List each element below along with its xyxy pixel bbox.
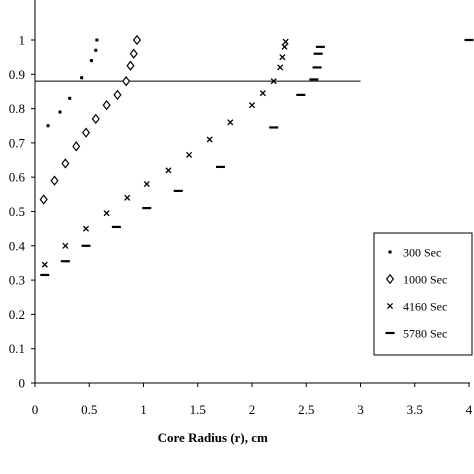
series-dot	[46, 38, 99, 128]
data-point	[126, 60, 135, 71]
legend-label: 5780 Sec	[403, 327, 447, 341]
data-point	[113, 89, 122, 101]
x-axis-title: Core Radius (r), cm	[158, 430, 268, 445]
x-tick-label: 3.5	[407, 402, 423, 417]
data-point	[89, 59, 93, 63]
data-point	[142, 206, 152, 210]
x-tick-label: 2.5	[298, 402, 314, 417]
y-tick-label: 0.3	[9, 273, 25, 288]
data-point	[94, 48, 98, 52]
data-point	[269, 126, 279, 129]
x-ticks: 0 0.5 1 1.5 2 2.5 3 3.5 4	[32, 383, 473, 417]
series-dash	[40, 38, 474, 277]
y-tick-label: 1	[19, 33, 26, 48]
data-point	[81, 244, 91, 247]
data-point	[68, 96, 72, 100]
legend-marker	[386, 302, 394, 310]
x-tick-label: 3	[357, 402, 364, 417]
data-point	[124, 194, 131, 201]
data-point	[227, 119, 234, 126]
data-point	[129, 48, 138, 59]
x-tick-label: 1.5	[190, 402, 206, 417]
data-point	[91, 113, 100, 125]
y-tick-label: 0.1	[9, 341, 25, 356]
data-point	[315, 45, 325, 48]
data-point	[111, 225, 121, 229]
y-tick-label: 0	[19, 376, 26, 391]
x-tick-label: 0.5	[81, 402, 97, 417]
data-point	[464, 38, 474, 42]
data-point	[281, 43, 288, 50]
data-point	[102, 99, 111, 111]
data-point	[296, 93, 306, 96]
data-point	[165, 167, 172, 174]
series-layer	[39, 34, 474, 277]
data-point	[122, 75, 131, 87]
data-point	[173, 189, 183, 193]
x-tick-label: 2	[249, 402, 256, 417]
data-point	[270, 78, 277, 85]
legend: 300 Sec 1000 Sec 4160 Sec 5780 Sec	[373, 232, 473, 356]
data-point	[282, 38, 289, 45]
legend-marker	[388, 250, 392, 254]
data-point	[58, 110, 62, 114]
data-point	[313, 52, 323, 55]
data-point	[312, 66, 322, 69]
data-point	[40, 273, 50, 277]
data-point	[103, 210, 110, 217]
legend-label: 4160 Sec	[403, 300, 447, 314]
legend-label: 1000 Sec	[403, 273, 447, 287]
legend-label: 300 Sec	[403, 246, 441, 260]
data-point	[259, 90, 266, 97]
data-point	[82, 225, 90, 232]
data-point	[279, 54, 286, 61]
data-point	[309, 78, 319, 81]
data-point	[132, 34, 142, 46]
data-point	[39, 194, 48, 205]
data-point	[186, 151, 193, 158]
y-tick-label: 0.2	[9, 307, 25, 322]
data-point	[80, 76, 84, 80]
data-point	[277, 64, 284, 71]
data-point	[50, 175, 59, 186]
data-point	[72, 141, 81, 152]
data-point	[143, 181, 150, 188]
data-point	[41, 261, 48, 268]
y-tick-label: 0.5	[9, 204, 25, 219]
y-ticks: 0 0.1 0.2 0.3 0.4 0.5 0.6 0.7 0.8 0.9 1	[9, 33, 35, 391]
data-point	[95, 38, 99, 42]
y-tick-label: 0.6	[9, 170, 26, 185]
data-point	[60, 260, 70, 263]
data-point	[61, 158, 70, 169]
y-tick-label: 0.7	[9, 135, 26, 150]
data-point	[62, 242, 69, 249]
legend-marker	[385, 273, 395, 285]
y-tick-label: 0.8	[9, 101, 25, 116]
data-point	[206, 136, 213, 143]
y-tick-label: 0.4	[9, 238, 26, 253]
x-tick-label: 1	[140, 402, 147, 417]
x-tick-label: 4	[466, 402, 473, 417]
series-diamond	[39, 34, 142, 205]
legend-marker	[385, 331, 395, 335]
x-tick-label: 0	[32, 402, 39, 417]
data-point	[81, 127, 91, 138]
plot-area: 0 0.1 0.2 0.3 0.4 0.5 0.6 0.7 0.8 0.9 1 0 0.5 1 1.5 2 2…	[9, 0, 474, 417]
series-x	[41, 38, 289, 268]
data-point	[216, 165, 226, 169]
data-point	[248, 102, 256, 109]
data-point	[46, 124, 50, 128]
y-tick-label: 0.9	[9, 67, 25, 82]
